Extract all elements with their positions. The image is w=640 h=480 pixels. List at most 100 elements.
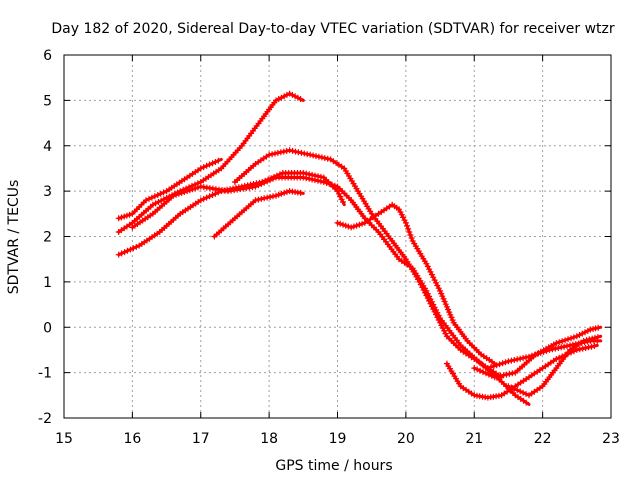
data-point <box>553 340 560 347</box>
data-point <box>313 153 319 160</box>
y-tick-label: 5 <box>43 93 52 109</box>
data-point <box>582 329 588 336</box>
y-tick-label: 4 <box>43 139 52 155</box>
data-point <box>267 194 274 200</box>
data-point <box>118 250 125 257</box>
data-point <box>428 271 435 278</box>
data-point <box>280 148 287 155</box>
data-point <box>480 369 486 375</box>
data-point <box>203 194 210 201</box>
data-point <box>437 319 444 326</box>
data-point <box>484 365 491 372</box>
data-point <box>276 171 283 178</box>
data-point <box>278 190 285 197</box>
data-point <box>398 211 405 218</box>
data-point <box>405 225 412 232</box>
data-point <box>307 151 314 158</box>
x-tick-label: 20 <box>397 431 415 447</box>
series-line <box>130 176 531 406</box>
series-trace-6 <box>211 188 305 240</box>
data-point <box>334 219 341 226</box>
x-tick-label: 22 <box>534 431 552 447</box>
data-point <box>591 343 598 349</box>
data-point <box>273 172 280 179</box>
data-point <box>595 324 602 331</box>
data-point <box>215 189 222 196</box>
data-point <box>259 179 266 185</box>
data-point <box>437 287 444 294</box>
data-point <box>295 149 302 156</box>
data-point <box>424 295 431 302</box>
data-point <box>130 245 137 252</box>
data-point <box>523 354 529 361</box>
data-point <box>503 371 510 378</box>
data-point <box>489 358 495 365</box>
data-point <box>181 189 188 195</box>
data-point <box>157 190 164 197</box>
data-point <box>212 159 219 165</box>
data-point <box>227 186 234 193</box>
x-tick-label: 21 <box>465 431 483 447</box>
data-point <box>443 303 450 310</box>
data-point <box>477 367 484 374</box>
data-point <box>123 212 130 219</box>
y-tick-label: 6 <box>43 48 52 64</box>
data-point <box>124 247 131 254</box>
data-point <box>508 384 515 391</box>
data-point <box>517 355 524 362</box>
data-point <box>594 337 601 344</box>
data-point <box>520 389 527 396</box>
data-point <box>407 232 414 238</box>
data-point <box>149 201 156 208</box>
data-point <box>488 372 495 379</box>
data-point <box>155 199 162 205</box>
data-point <box>197 165 204 172</box>
data-point <box>250 181 257 187</box>
x-tick-label: 18 <box>260 431 278 447</box>
y-tick-label: 0 <box>43 320 52 336</box>
data-point <box>127 246 134 253</box>
data-point <box>594 334 601 341</box>
data-point <box>493 362 500 369</box>
data-point <box>238 183 245 190</box>
data-point <box>215 157 222 164</box>
data-point <box>324 155 331 162</box>
data-point <box>309 171 316 178</box>
data-point <box>499 360 506 367</box>
data-point <box>509 370 516 377</box>
chart-title: Day 182 of 2020, Sidereal Day-to-day VTE… <box>51 21 615 37</box>
data-point <box>274 149 281 156</box>
data-point <box>184 188 191 195</box>
data-point <box>206 161 213 168</box>
data-point <box>359 220 366 227</box>
data-point <box>559 338 566 345</box>
data-point <box>592 334 598 341</box>
data-point <box>275 96 282 102</box>
data-point <box>553 356 560 362</box>
data-point <box>301 150 308 157</box>
x-axis-label: GPS time / hours <box>275 458 392 474</box>
data-point <box>115 215 122 222</box>
data-point <box>565 336 571 343</box>
data-point <box>345 223 352 230</box>
data-point <box>485 371 492 378</box>
series-trace-4 <box>231 147 504 379</box>
data-point <box>561 343 568 350</box>
data-point <box>483 370 489 377</box>
data-point <box>446 309 453 316</box>
data-point <box>490 363 497 370</box>
series-trace-10 <box>505 334 603 399</box>
data-point <box>340 199 346 205</box>
data-point <box>514 387 521 394</box>
data-point <box>406 229 413 235</box>
x-tick-label: 15 <box>55 431 73 447</box>
series-trace-5 <box>115 170 346 258</box>
data-point <box>265 176 272 183</box>
data-point <box>297 96 304 102</box>
data-point <box>556 339 563 346</box>
data-point <box>160 189 167 196</box>
series-line <box>336 203 497 366</box>
data-point <box>286 90 293 97</box>
data-point <box>118 214 125 221</box>
